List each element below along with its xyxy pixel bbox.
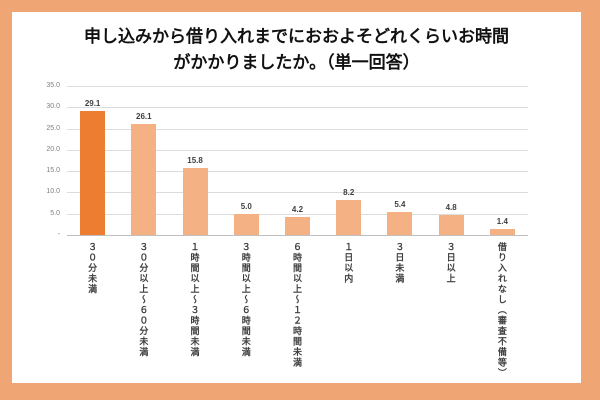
bar-value-label: 4.2 — [291, 205, 304, 215]
bar-column: 1.4 — [477, 86, 528, 235]
bar-column: 15.8 — [169, 86, 220, 235]
bar — [131, 123, 157, 235]
x-axis-label: １時間以上～３時間未満 — [189, 242, 200, 358]
x-axis-label: ３０分以上～６０分未満 — [138, 242, 149, 358]
bar-column: 26.1 — [118, 86, 169, 235]
x-axis-label: ３時間以上～６時間未満 — [240, 242, 251, 358]
bar-value-label: 5.4 — [394, 200, 406, 209]
bar-column: 8.2 — [323, 86, 374, 235]
x-axis-label: 借り入れなし（審査不備等） — [496, 242, 507, 379]
y-tick-label: 15.0 — [46, 167, 60, 175]
plot-area: 35.0 30.0 25.0 20.0 15.0 10.0 5.0 - 29.1 26.1 15.… — [46, 82, 528, 238]
bar — [387, 212, 413, 235]
x-label-cell: ３日未満 — [374, 242, 425, 382]
y-tick-label: 5.0 — [50, 209, 60, 217]
bar-column: 29.1 — [67, 86, 118, 235]
bar-value-label: 5.0 — [240, 201, 252, 211]
chart-title-line2: がかかりましたか。（単一回答） — [173, 53, 420, 72]
chart-panel: 申し込みから借り入れまでにおおよそどれくらいお時間 がかかりましたか。（単一回答… — [12, 12, 581, 383]
chart-title: 申し込みから借り入れまでにおおよそどれくらいお時間 がかかりましたか。（単一回答… — [12, 24, 581, 76]
x-label-cell: ３０分以上～６０分未満 — [118, 242, 169, 382]
gridlines: 35.0 30.0 25.0 20.0 15.0 10.0 5.0 - — [46, 82, 528, 238]
x-axis-label: ３日以上 — [445, 242, 456, 284]
bar-value-label: 15.8 — [187, 155, 203, 165]
bar-value-label: 8.2 — [343, 188, 355, 198]
x-label-cell: ３時間以上～６時間未満 — [221, 242, 272, 382]
x-axis-label: １日以内 — [343, 242, 354, 284]
bar — [284, 217, 310, 235]
gridline — [67, 128, 528, 130]
bar-value-label: 4.8 — [445, 202, 457, 212]
bar — [80, 111, 106, 235]
bar-value-label: 26.1 — [136, 111, 152, 121]
bar-column: 5.4 — [374, 86, 425, 235]
bar-column: 4.2 — [272, 86, 323, 235]
x-axis-label: ３０分未満 — [87, 242, 98, 295]
x-axis-label: ６時間以上～１２時間未満 — [291, 242, 302, 368]
chart-title-line1: 申し込みから借り入れまでにおおよそどれくらいお時間 — [84, 27, 509, 46]
x-label-cell: ３０分未満 — [67, 242, 118, 382]
y-tick-label: 35.0 — [46, 82, 60, 89]
x-label-cell: ６時間以上～１２時間未満 — [272, 242, 323, 382]
x-axis-line — [67, 235, 528, 236]
gridline — [67, 213, 528, 215]
y-tick-label: 20.0 — [46, 145, 60, 153]
bar — [336, 200, 362, 235]
x-axis-labels: ３０分未満 ３０分以上～６０分未満 １時間以上～３時間未満 ３時間以上～６時間未満 ６時… — [67, 242, 528, 382]
x-axis-label: ３日未満 — [394, 242, 405, 284]
bar — [438, 214, 464, 235]
bar-column: 5.0 — [221, 86, 272, 235]
bars-container: 29.1 26.1 15.8 5.0 4.2 8.2 5.4 4.8 1.4 — [67, 86, 528, 235]
bar-column: 4.8 — [426, 86, 477, 235]
bar-value-label: 1.4 — [496, 217, 508, 226]
gridline — [67, 192, 528, 194]
x-label-cell: ３日以上 — [426, 242, 477, 382]
y-tick-label: 10.0 — [46, 188, 60, 196]
gridline — [67, 86, 528, 87]
bar — [233, 213, 259, 235]
gridline — [67, 107, 528, 109]
gridline — [67, 149, 528, 151]
y-tick-label: - — [57, 231, 60, 238]
bar-value-label: 29.1 — [84, 99, 101, 109]
bar — [182, 167, 208, 235]
bar — [489, 229, 515, 235]
y-tick-label: 25.0 — [46, 124, 60, 132]
x-label-cell: １時間以上～３時間未満 — [169, 242, 220, 382]
x-label-cell: １日以内 — [323, 242, 374, 382]
x-label-cell: 借り入れなし（審査不備等） — [477, 242, 528, 382]
y-tick-label: 30.0 — [46, 103, 60, 111]
gridline — [67, 171, 528, 173]
